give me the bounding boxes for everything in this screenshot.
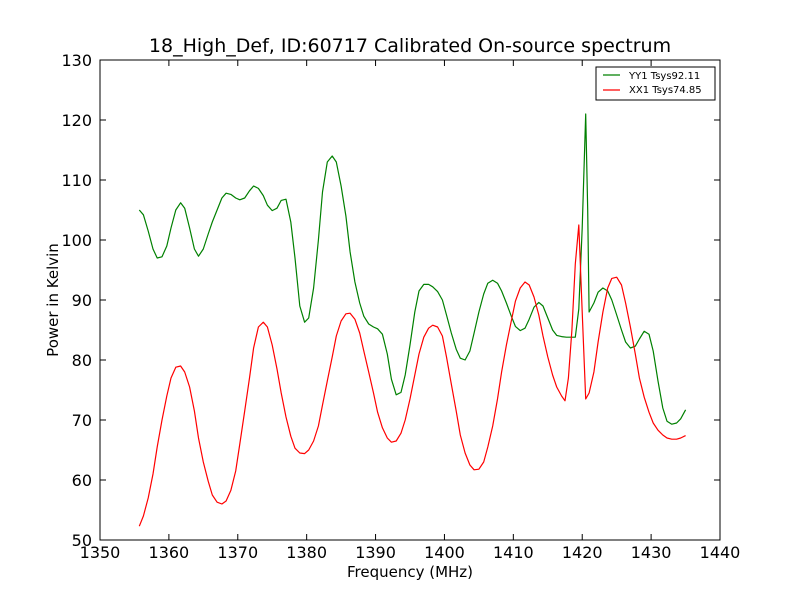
- chart-title: 18_High_Def, ID:60717 Calibrated On-sour…: [149, 35, 671, 57]
- x-tick-label: 1360: [149, 543, 190, 562]
- x-tick-label: 1440: [700, 543, 741, 562]
- y-tick-label: 130: [61, 51, 92, 70]
- plot-border: [99, 59, 721, 541]
- x-tick-label: 1370: [217, 543, 258, 562]
- y-tick-label: 110: [61, 171, 92, 190]
- y-tick-label: 120: [61, 111, 92, 130]
- y-tick-label: 60: [72, 471, 92, 490]
- series-line-xx1: [138, 224, 686, 527]
- x-tick-label: 1400: [424, 543, 465, 562]
- legend-label-xx1: XX1 Tsys74.85: [629, 85, 702, 96]
- ticks-layer: 1350 1360 1370 1380 1390 1400 1410 1420 1430 1440…: [61, 51, 740, 562]
- y-tick-label: 70: [72, 411, 92, 430]
- x-axis-title: Frequency (MHz): [347, 563, 473, 581]
- series-layer: [138, 113, 687, 527]
- x-tick-label: 1420: [562, 543, 603, 562]
- legend: YY1 Tsys92.11 XX1 Tsys74.85: [595, 66, 716, 101]
- y-tick-label: 100: [61, 231, 92, 250]
- y-axis-title: Power in Kelvin: [44, 243, 62, 357]
- y-tick-label: 50: [72, 531, 92, 550]
- x-tick-label: 1390: [355, 543, 396, 562]
- y-tick-label: 80: [72, 351, 92, 370]
- x-tick-label: 1380: [286, 543, 327, 562]
- legend-frame: [595, 66, 716, 101]
- plot-area: 1350 1360 1370 1380 1390 1400 1410 1420 1430 1440…: [61, 51, 740, 562]
- x-tick-label: 1350: [80, 543, 121, 562]
- y-tick-label: 90: [72, 291, 92, 310]
- x-tick-label: 1410: [493, 543, 534, 562]
- series-line-yy1: [138, 113, 687, 425]
- plot-frame: [99, 59, 721, 541]
- legend-label-yy1: YY1 Tsys92.11: [628, 71, 700, 82]
- x-tick-label: 1430: [631, 543, 672, 562]
